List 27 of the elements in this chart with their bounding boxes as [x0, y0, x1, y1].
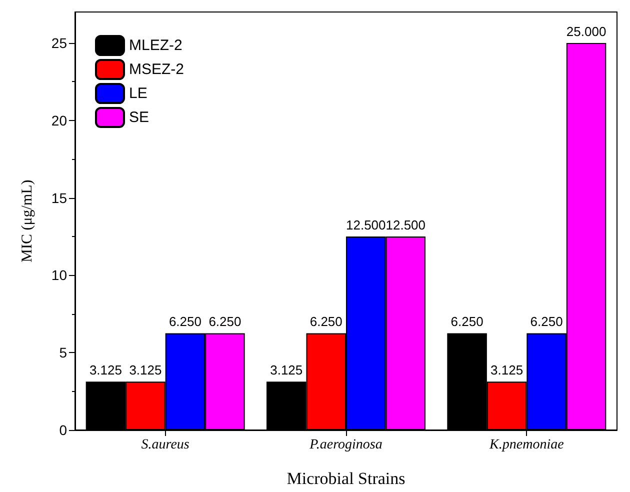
data-label: 3.125	[490, 362, 524, 378]
data-label: 6.250	[310, 314, 342, 330]
y-tick-label: 10	[51, 267, 68, 284]
data-label: 12.500	[386, 217, 426, 232]
y-axis-title: MIC (μg/mL)	[20, 180, 36, 262]
data-label: 3.125	[270, 362, 303, 378]
legend-label: MLEZ-2	[129, 37, 182, 54]
data-label: 3.125	[89, 362, 122, 378]
y-tick-label: 20	[51, 112, 68, 128]
data-label: 6.250	[450, 314, 484, 330]
x-tick-label: S.aureus	[141, 438, 190, 452]
y-tick-label: 15	[51, 190, 68, 206]
legend-label: LE	[129, 85, 148, 102]
y-tick-label: 5	[59, 344, 68, 361]
data-label: 6.250	[208, 314, 242, 330]
legend-label: MSEZ-2	[129, 61, 184, 78]
data-label: 12.500	[346, 217, 386, 232]
x-axis-title: Microbial Strains	[286, 469, 406, 488]
x-tick-label: P.aeroginosa	[308, 438, 382, 452]
data-label: 25.000	[566, 24, 606, 39]
y-tick-label: 25	[51, 34, 68, 51]
data-label: 3.125	[129, 362, 162, 378]
legend-label: SE	[129, 109, 150, 126]
x-tick-label: K.pnemoniae	[488, 438, 564, 452]
data-label: 6.250	[530, 314, 563, 330]
data-label: 6.250	[168, 314, 202, 330]
y-tick-label: 0	[59, 422, 68, 438]
